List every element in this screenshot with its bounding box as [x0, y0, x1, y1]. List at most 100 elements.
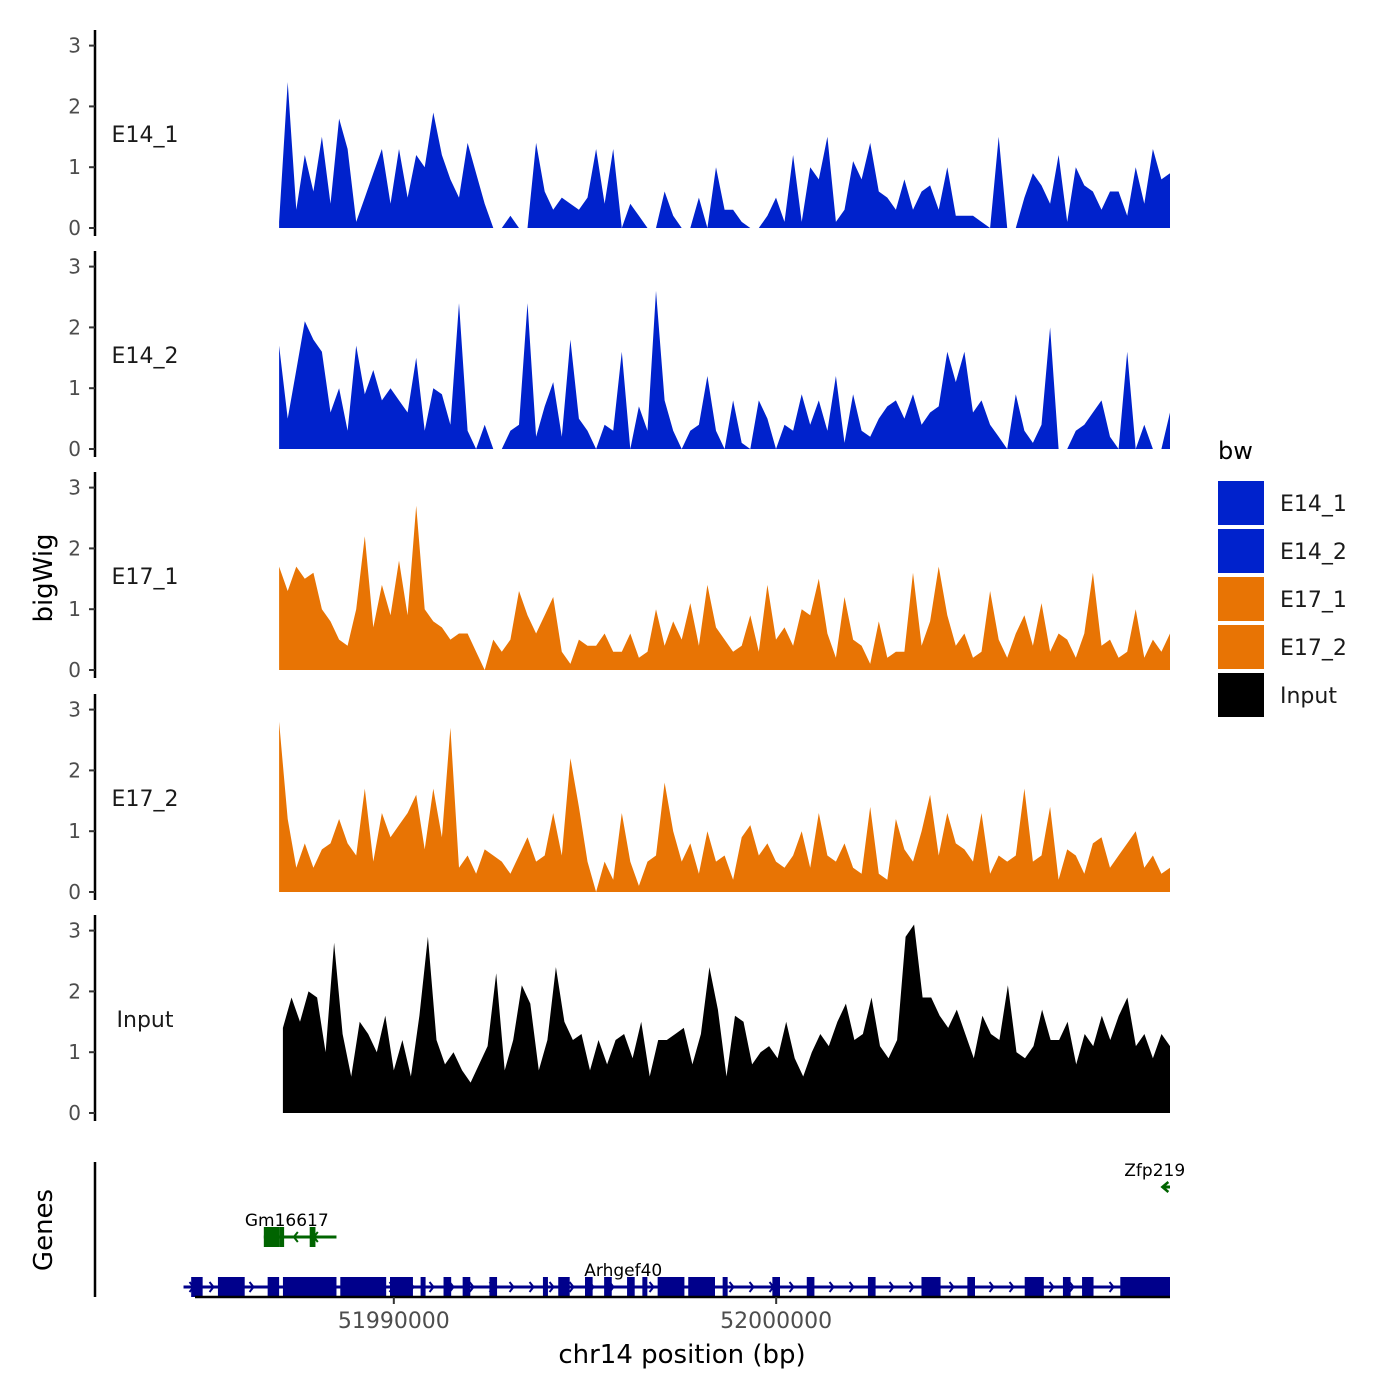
y-tick-label: 2 — [68, 315, 81, 339]
strand-arrow — [248, 1281, 255, 1293]
strand-arrow — [428, 1281, 435, 1293]
legend-label: E14_2 — [1280, 540, 1347, 565]
area-E17_2 — [279, 721, 1171, 892]
exon — [558, 1277, 570, 1297]
exon — [390, 1277, 413, 1297]
exon — [627, 1277, 635, 1297]
y-tick-label: 2 — [68, 979, 81, 1003]
y-tick-label: 2 — [68, 758, 81, 782]
strand-arrow — [648, 1281, 655, 1293]
exon — [585, 1277, 593, 1297]
exon — [542, 1277, 548, 1297]
y-tick-label: 1 — [68, 376, 81, 400]
exon — [191, 1277, 203, 1297]
x-tick-label: 52000000 — [720, 1309, 832, 1334]
exon — [867, 1277, 876, 1297]
exon — [462, 1277, 471, 1297]
track-label: E14_2 — [112, 344, 179, 369]
exon — [263, 1227, 280, 1247]
strand-arrow — [1108, 1281, 1115, 1293]
strand-arrow — [728, 1281, 735, 1293]
exon — [1024, 1277, 1044, 1297]
gene-Gm16617: Gm16617 — [245, 1211, 337, 1247]
x-tick-label: 51990000 — [338, 1309, 450, 1334]
gene-label: Arhgef40 — [584, 1261, 662, 1281]
area-E14_2 — [279, 290, 1171, 449]
exon — [967, 1277, 975, 1297]
track-label: Input — [117, 1008, 174, 1033]
area-Input — [282, 924, 1170, 1113]
exon — [340, 1277, 387, 1297]
y-tick-label: 2 — [68, 536, 81, 560]
strand-arrow — [1160, 1181, 1170, 1193]
track-E17_2: 0 1 2 3 E17_2 — [68, 694, 1171, 904]
strand-arrow — [828, 1281, 835, 1293]
exon — [1062, 1277, 1071, 1297]
y-tick-label: 3 — [68, 698, 81, 722]
y-tick-label: 3 — [68, 34, 81, 58]
exon — [604, 1277, 612, 1297]
strand-arrow — [292, 1231, 299, 1243]
strand-arrow — [1008, 1281, 1015, 1293]
strand-arrow — [568, 1281, 575, 1293]
legend-label: E17_2 — [1280, 636, 1347, 661]
strand-arrow — [508, 1281, 515, 1293]
y-tick-label: 0 — [68, 1101, 81, 1125]
y-tick-label: 1 — [68, 155, 81, 179]
legend-label: E14_1 — [1280, 492, 1347, 517]
y-tick-label: 1 — [68, 1040, 81, 1064]
strand-arrow — [788, 1281, 795, 1293]
y-tick-label: 3 — [68, 255, 81, 279]
strand-arrow — [748, 1281, 755, 1293]
exon — [1082, 1277, 1094, 1297]
strand-arrow — [908, 1281, 915, 1293]
strand-arrow — [468, 1281, 475, 1293]
exon — [657, 1277, 685, 1297]
exon — [309, 1227, 316, 1247]
track-E14_1: 0 1 2 3 E14_1 — [68, 30, 1171, 240]
y-tick-label: 0 — [68, 216, 81, 240]
y-tick-label: 2 — [68, 94, 81, 118]
exon — [1120, 1277, 1170, 1297]
exon — [688, 1277, 715, 1297]
exon — [217, 1277, 245, 1297]
legend-title: bw — [1218, 437, 1253, 465]
track-Input: 0 1 2 3 Input — [68, 915, 1170, 1125]
strand-arrow — [208, 1281, 215, 1293]
genes-axis-title: Genes — [29, 1189, 59, 1271]
exon — [722, 1277, 728, 1297]
legend-key-E14_1 — [1218, 481, 1264, 525]
strand-arrow — [1068, 1281, 1075, 1293]
legend-key-E17_1 — [1218, 577, 1264, 621]
legend-key-E14_2 — [1218, 529, 1264, 573]
track-E14_2: 0 1 2 3 E14_2 — [68, 251, 1171, 461]
area-E17_1 — [279, 505, 1171, 670]
exon — [420, 1277, 426, 1297]
strand-arrow — [888, 1281, 895, 1293]
track-label: E17_2 — [112, 787, 179, 812]
exon — [267, 1277, 280, 1297]
strand-arrow — [988, 1281, 995, 1293]
y-tick-label: 1 — [68, 597, 81, 621]
legend-label: E17_1 — [1280, 588, 1347, 613]
x-axis-title: chr14 position (bp) — [558, 1340, 805, 1370]
exon — [921, 1277, 941, 1297]
track-label: E17_1 — [112, 565, 179, 590]
gene-Zfp219: Zfp219 — [1124, 1161, 1185, 1193]
strand-arrow — [948, 1281, 955, 1293]
strand-arrow — [848, 1281, 855, 1293]
gene-label: Zfp219 — [1124, 1161, 1185, 1181]
legend: bw E14_1 E14_2 E17_1 E17_2 Input — [1218, 437, 1347, 717]
track-label: E14_1 — [112, 123, 179, 148]
strand-arrow — [1048, 1281, 1055, 1293]
legend-key-E17_2 — [1218, 625, 1264, 669]
strand-arrow — [548, 1281, 555, 1293]
exon — [282, 1277, 337, 1297]
gene-Arhgef40: Arhgef40 — [183, 1261, 1170, 1297]
y-axis-title: bigWig — [29, 533, 59, 622]
y-tick-label: 1 — [68, 819, 81, 843]
exon — [772, 1277, 780, 1297]
genes-panel: Zfp219 Gm16617 Arhgef40 — [93, 1161, 1185, 1297]
exon — [279, 1227, 285, 1247]
y-tick-label: 3 — [68, 919, 81, 943]
